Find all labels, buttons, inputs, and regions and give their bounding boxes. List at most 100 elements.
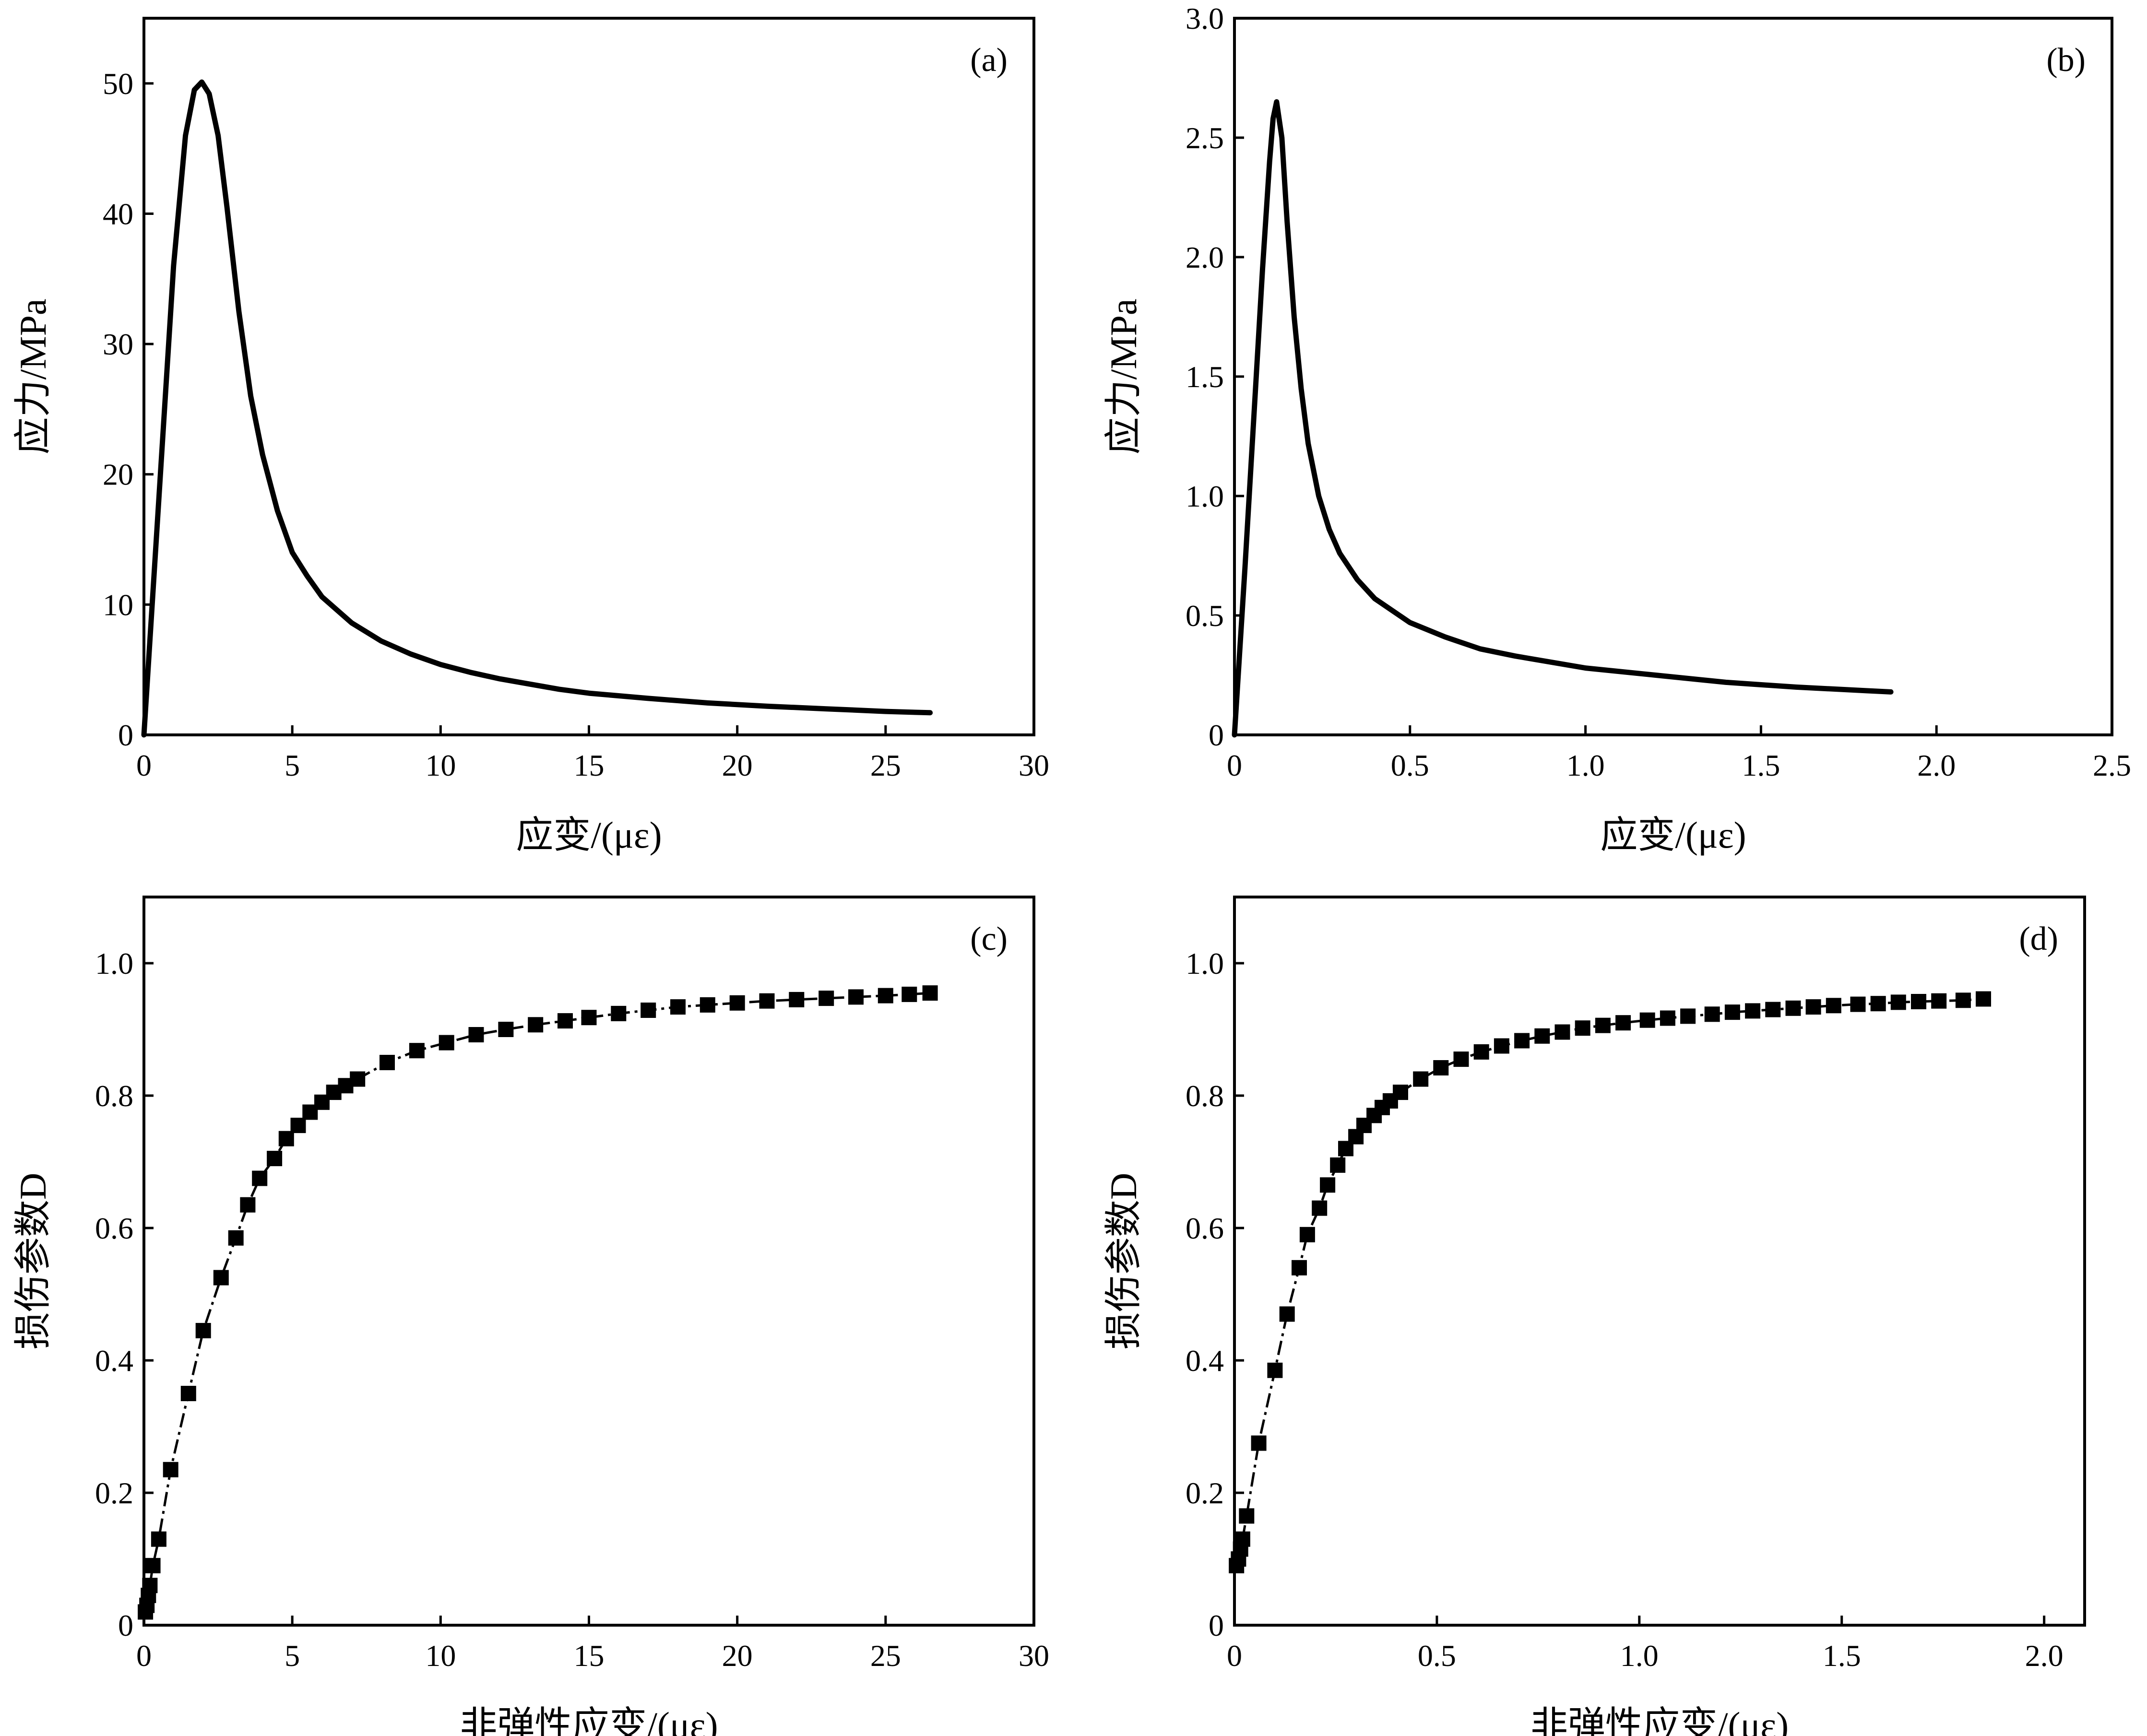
series-line <box>1232 99 1894 738</box>
plot-frame <box>1233 17 2113 736</box>
data-point <box>1234 1531 1250 1547</box>
data-point <box>1494 1038 1509 1054</box>
data-point <box>1320 1177 1336 1193</box>
data-point <box>1554 1024 1570 1040</box>
data-point <box>1299 1227 1315 1242</box>
data-point <box>1724 1004 1740 1020</box>
data-point <box>1660 1010 1675 1026</box>
panel-label: (a) <box>970 42 1008 79</box>
x-tick-label: 10 <box>425 1639 456 1673</box>
data-point <box>759 993 775 1009</box>
data-point <box>1680 1008 1696 1024</box>
y-tick-label: 0.8 <box>1186 1079 1224 1113</box>
data-point <box>145 1558 161 1573</box>
data-point <box>1931 993 1947 1009</box>
panel-b: 0 0.5 1.0 1.5 2.0 2.5 0 0.5 1.0 1.5 2.0 2.5 3.0 应变/(μ… <box>1103 1 2131 856</box>
data-point <box>641 1003 656 1018</box>
data-point <box>1704 1006 1720 1022</box>
y-tick-label: 1.0 <box>1186 479 1224 513</box>
y-axis-title: 应力/MPa <box>1103 298 1144 454</box>
data-point <box>1850 996 1866 1012</box>
data-point <box>1279 1306 1295 1322</box>
y-tick-label: 0.2 <box>95 1476 133 1510</box>
y-axis-title: 损伤参数D <box>12 1173 54 1349</box>
x-tick-label: 0 <box>136 748 152 782</box>
data-point <box>878 988 893 1004</box>
data-point <box>1911 994 1926 1009</box>
y-tick-label: 20 <box>103 458 133 492</box>
data-point <box>1826 998 1841 1014</box>
plot-frame <box>142 896 1035 1627</box>
data-point <box>818 991 834 1006</box>
y-tick-label: 0 <box>118 1608 133 1642</box>
y-tick-label: 2.0 <box>1186 240 1224 274</box>
y-tick-label: 0.5 <box>1186 599 1224 633</box>
y-tick-label: 40 <box>103 197 133 231</box>
x-tick-label: 2.0 <box>2025 1639 2064 1673</box>
x-tick-label: 25 <box>870 1639 901 1673</box>
x-tick-label: 5 <box>285 748 300 782</box>
data-point <box>163 1462 178 1477</box>
data-point <box>1267 1362 1283 1378</box>
panel-label: (d) <box>2019 921 2058 957</box>
data-point <box>729 995 745 1011</box>
data-point <box>1765 1002 1781 1017</box>
y-axis-title: 应力/MPa <box>12 298 54 454</box>
data-point <box>1890 994 1906 1010</box>
data-point <box>252 1170 268 1186</box>
y-tick-label: 50 <box>103 67 133 101</box>
series-connector <box>1235 998 1984 1566</box>
y-axis-title: 损伤参数D <box>1103 1173 1144 1349</box>
x-tick-label: 1.0 <box>1566 748 1605 782</box>
data-point <box>1955 992 1971 1008</box>
data-point <box>1639 1012 1655 1028</box>
x-tick-label: 20 <box>722 1639 753 1673</box>
data-point <box>350 1071 366 1087</box>
data-point <box>581 1010 597 1026</box>
x-tick-label: 10 <box>425 748 456 782</box>
panel-a: 0 5 10 15 20 25 30 0 10 20 30 40 50 应变/(με) 应力/MPa (a) <box>12 17 1049 856</box>
data-point <box>1292 1260 1307 1275</box>
y-tick-label: 0.4 <box>1186 1344 1224 1378</box>
y-tick-label: 1.0 <box>95 946 133 980</box>
data-point <box>700 997 715 1013</box>
data-point <box>1413 1071 1429 1087</box>
data-point <box>1785 1000 1801 1016</box>
data-point <box>1534 1028 1550 1044</box>
data-point <box>195 1323 211 1338</box>
panel-label: (c) <box>970 921 1008 957</box>
y-tick-label: 0.6 <box>95 1211 133 1245</box>
data-point <box>380 1055 395 1070</box>
x-tick-label: 0 <box>1227 748 1242 782</box>
panel-d: 0 0.5 1.0 1.5 2.0 0 0.2 0.4 0.6 0.8 1.0 非弹性应变/(με) 损… <box>1103 896 2086 1736</box>
data-point <box>902 986 917 1002</box>
x-axis-title: 应变/(με) <box>516 814 662 856</box>
data-point <box>180 1386 196 1401</box>
x-tick-label: 5 <box>285 1639 300 1673</box>
y-tick-label: 10 <box>103 588 133 622</box>
data-point <box>611 1005 627 1021</box>
data-point <box>528 1017 544 1033</box>
data-point <box>1805 999 1821 1015</box>
data-point <box>1575 1020 1590 1036</box>
y-tick-label: 0.8 <box>95 1079 133 1113</box>
y-tick-label: 0.2 <box>1186 1476 1224 1510</box>
x-tick-label: 30 <box>1019 1639 1049 1673</box>
y-tick-label: 0 <box>118 718 133 752</box>
data-point <box>1473 1044 1489 1060</box>
x-tick-label: 1.0 <box>1620 1639 1659 1673</box>
y-tick-label: 1.0 <box>1186 946 1224 980</box>
x-tick-label: 15 <box>574 748 605 782</box>
data-point <box>142 1578 158 1594</box>
data-point <box>267 1151 283 1167</box>
plot-frame <box>1233 896 2086 1627</box>
y-tick-label: 1.5 <box>1186 360 1224 394</box>
data-point <box>151 1531 166 1547</box>
panel-c: 0 5 10 15 20 25 30 0 0.2 0.4 0.6 0.8 1.0 非弹性应变/(με) 损伤… <box>12 896 1049 1736</box>
y-tick-label: 0 <box>1209 718 1224 752</box>
x-axis-title: 非弹性应变/(με) <box>460 1704 718 1736</box>
x-tick-label: 25 <box>870 748 901 782</box>
x-axis-title: 非弹性应变/(με) <box>1530 1704 1789 1736</box>
data-point <box>439 1035 454 1051</box>
